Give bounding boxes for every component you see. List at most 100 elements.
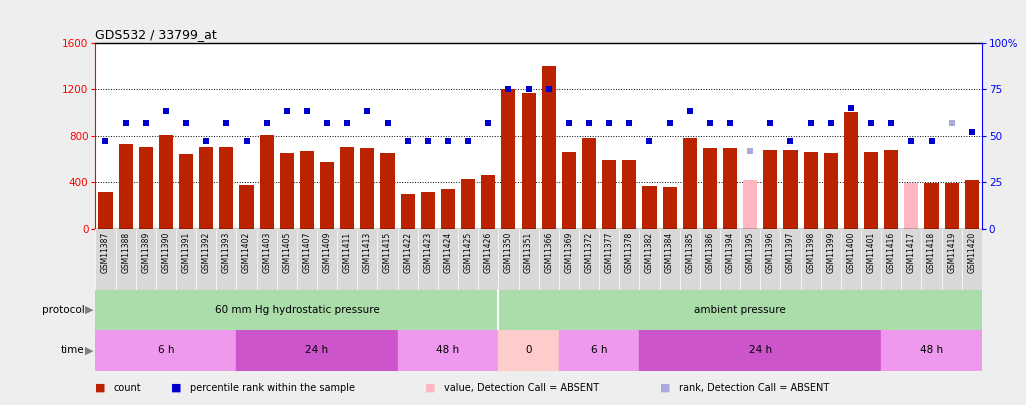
Bar [499,290,982,330]
Bar [642,186,657,229]
Text: GSM11392: GSM11392 [202,232,210,273]
Text: 24 h: 24 h [749,345,772,355]
Bar [843,112,858,229]
Text: GSM11351: GSM11351 [524,232,534,273]
Text: GSM11385: GSM11385 [685,232,695,273]
Text: GSM11350: GSM11350 [504,232,513,273]
Bar [381,153,395,229]
Bar [239,185,253,229]
Bar [559,330,639,371]
Bar [703,149,717,229]
Text: GSM11409: GSM11409 [322,232,331,273]
Text: 48 h: 48 h [436,345,460,355]
Text: GSM11417: GSM11417 [907,232,916,273]
Text: GSM11411: GSM11411 [343,232,352,273]
Text: ambient pressure: ambient pressure [695,305,786,315]
Text: GSM11400: GSM11400 [846,232,856,273]
Text: ■: ■ [661,383,671,393]
Text: GSM11420: GSM11420 [968,232,977,273]
Bar [521,93,536,229]
Bar [743,180,757,229]
Text: GSM11372: GSM11372 [585,232,593,273]
Bar [824,153,838,229]
Text: ■: ■ [426,383,436,393]
Text: GSM11423: GSM11423 [424,232,432,273]
Text: GSM11386: GSM11386 [706,232,714,273]
Text: ■: ■ [95,383,106,393]
Bar [682,138,697,229]
Text: GSM11426: GSM11426 [484,232,492,273]
Bar [341,147,354,229]
Bar [159,134,173,229]
Bar [924,183,939,229]
Text: GSM11391: GSM11391 [182,232,191,273]
Bar [502,89,515,229]
Text: GSM11416: GSM11416 [886,232,896,273]
Bar [119,144,132,229]
Bar [360,149,374,229]
Bar [300,151,314,229]
Bar [864,152,878,229]
Bar [639,330,881,371]
Text: GDS532 / 33799_at: GDS532 / 33799_at [95,28,218,41]
Bar [884,149,899,229]
Bar [481,175,496,229]
Text: GSM11382: GSM11382 [645,232,654,273]
Bar [260,134,274,229]
Bar [98,192,113,229]
Bar [784,149,797,229]
Text: GSM11396: GSM11396 [765,232,775,273]
Text: GSM11397: GSM11397 [786,232,795,273]
Text: GSM11413: GSM11413 [363,232,371,273]
Text: GSM11399: GSM11399 [826,232,835,273]
Text: GSM11377: GSM11377 [604,232,614,273]
Text: 60 mm Hg hydrostatic pressure: 60 mm Hg hydrostatic pressure [214,305,380,315]
Text: GSM11394: GSM11394 [725,232,735,273]
Text: ■: ■ [171,383,182,393]
Text: GSM11402: GSM11402 [242,232,251,273]
Text: GSM11388: GSM11388 [121,232,130,273]
Text: ▶: ▶ [85,305,93,315]
Text: GSM11405: GSM11405 [282,232,291,273]
Bar [236,330,398,371]
Text: GSM11419: GSM11419 [947,232,956,273]
Bar [763,149,778,229]
Text: GSM11387: GSM11387 [101,232,110,273]
Text: GSM11390: GSM11390 [161,232,170,273]
Text: protocol: protocol [42,305,85,315]
Text: GSM11415: GSM11415 [383,232,392,273]
Text: GSM11418: GSM11418 [928,232,936,273]
Bar [421,192,435,229]
Text: GSM11425: GSM11425 [464,232,473,273]
Bar [622,160,636,229]
Bar [441,189,456,229]
Text: GSM11424: GSM11424 [443,232,452,273]
Text: GSM11422: GSM11422 [403,232,412,273]
Text: ▶: ▶ [85,345,93,355]
Text: GSM11369: GSM11369 [564,232,574,273]
Bar [220,147,234,229]
Bar [663,187,677,229]
Bar [461,179,475,229]
Text: 6 h: 6 h [158,345,174,355]
Text: value, Detection Call = ABSENT: value, Detection Call = ABSENT [444,383,599,393]
Bar [499,330,559,371]
Bar [964,180,979,229]
Text: GSM11389: GSM11389 [142,232,150,273]
Bar [398,330,499,371]
Text: 0: 0 [525,345,531,355]
Bar [400,194,415,229]
Text: GSM11401: GSM11401 [867,232,875,273]
Bar [904,183,918,229]
Text: GSM11393: GSM11393 [222,232,231,273]
Bar [199,147,213,229]
Text: 6 h: 6 h [591,345,607,355]
Bar [320,162,334,229]
Text: GSM11384: GSM11384 [665,232,674,273]
Bar [280,153,293,229]
Text: percentile rank within the sample: percentile rank within the sample [190,383,355,393]
Bar [945,183,958,229]
Bar [179,154,193,229]
Text: 48 h: 48 h [920,345,943,355]
Text: GSM11378: GSM11378 [625,232,634,273]
